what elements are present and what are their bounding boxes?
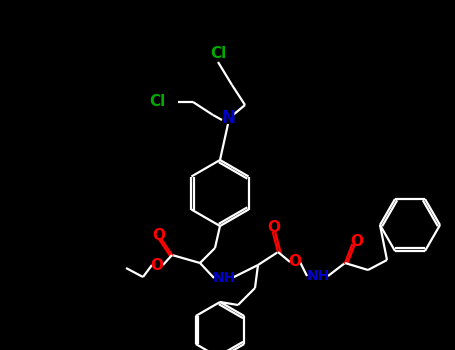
Text: O: O xyxy=(151,258,163,273)
Text: NH: NH xyxy=(212,271,236,285)
Text: NH: NH xyxy=(306,269,329,283)
Text: O: O xyxy=(350,233,364,248)
Text: Cl: Cl xyxy=(210,47,226,62)
Text: O: O xyxy=(268,220,280,236)
Text: O: O xyxy=(152,228,166,243)
Text: Cl: Cl xyxy=(150,94,166,110)
Text: O: O xyxy=(288,254,302,270)
Text: N: N xyxy=(221,109,235,127)
